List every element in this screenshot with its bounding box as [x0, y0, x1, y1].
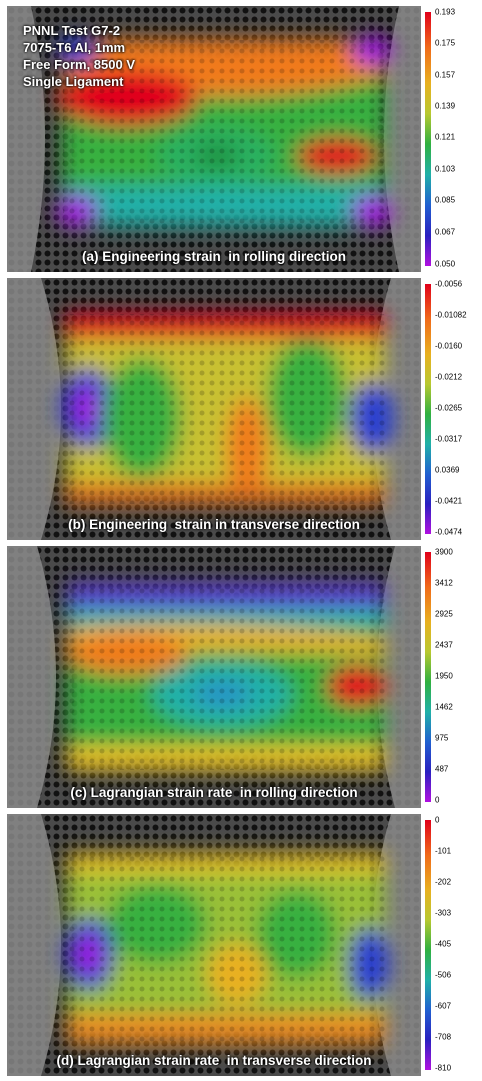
- panel-caption: (a) Engineering strain in rolling direct…: [7, 249, 421, 264]
- panel-caption: (b) Engineering strain in transverse dir…: [7, 517, 421, 532]
- tick-label: -303: [435, 909, 451, 918]
- tick-label: -810: [435, 1064, 451, 1073]
- tick-label: 1950: [435, 672, 453, 681]
- tick-label: -506: [435, 971, 451, 980]
- tick-label: 0.139: [435, 102, 455, 111]
- tick-label: -0.0474: [435, 528, 462, 537]
- tick-label: -0.0317: [435, 435, 462, 444]
- panel-transverse-strain-rate: (d) Lagrangian strain rate in transverse…: [7, 814, 475, 1076]
- strain-map-image: (b) Engineering strain in transverse dir…: [7, 278, 421, 540]
- colorbar: [425, 12, 431, 266]
- tick-label: 3900: [435, 548, 453, 557]
- tick-label: -405: [435, 940, 451, 949]
- colorbar: [425, 552, 431, 802]
- tick-label: -607: [435, 1002, 451, 1011]
- tick-label: -101: [435, 847, 451, 856]
- test-info-label: PNNL Test G7-2 7075-T6 Al, 1mm Free Form…: [23, 22, 135, 90]
- tick-label: 487: [435, 765, 448, 774]
- tick-label: 0.050: [435, 260, 455, 269]
- colorbar-ticks: 0.193 0.175 0.157 0.139 0.121 0.103 0.08…: [435, 6, 477, 272]
- strain-map-image: (d) Lagrangian strain rate in transverse…: [7, 814, 421, 1076]
- tick-label: 0: [435, 816, 439, 825]
- tick-label: 0.067: [435, 228, 455, 237]
- tick-label: 0: [435, 796, 439, 805]
- tick-label: -708: [435, 1033, 451, 1042]
- tick-label: 0.085: [435, 196, 455, 205]
- tick-label: 2925: [435, 610, 453, 619]
- tick-label: 0.193: [435, 8, 455, 17]
- tick-label: -0.0212: [435, 373, 462, 382]
- panel-rolling-strain-rate: (c) Lagrangian strain rate in rolling di…: [7, 546, 475, 808]
- tick-label: 1462: [435, 703, 453, 712]
- tick-label: -0.0421: [435, 497, 462, 506]
- tick-label: 0.175: [435, 39, 455, 48]
- test-id-text: PNNL Test G7-2: [23, 22, 135, 39]
- panel-caption: (d) Lagrangian strain rate in transverse…: [7, 1053, 421, 1068]
- colorbar-ticks: 3900 3412 2925 2437 1950 1462 975 487 0: [435, 546, 477, 808]
- tick-label: -0.0265: [435, 404, 462, 413]
- tick-label: -0.0160: [435, 342, 462, 351]
- colorbar-ticks: -0.0056 -0.01082 -0.0160 -0.0212 -0.0265…: [435, 278, 477, 540]
- tick-label: 3412: [435, 579, 453, 588]
- tick-label: 0.103: [435, 165, 455, 174]
- tick-label: 0.0369: [435, 466, 459, 475]
- panel-caption: (c) Lagrangian strain rate in rolling di…: [7, 785, 421, 800]
- tick-label: -0.01082: [435, 311, 467, 320]
- forming-text: Free Form, 8500 V: [23, 56, 135, 73]
- colorbar: [425, 820, 431, 1070]
- colorbar-ticks: 0 -101 -202 -303 -405 -506 -607 -708 -81…: [435, 814, 477, 1076]
- strain-map-image: (c) Lagrangian strain rate in rolling di…: [7, 546, 421, 808]
- tick-label: 0.121: [435, 133, 455, 142]
- ligament-text: Single Ligament: [23, 73, 135, 90]
- tick-label: 0.157: [435, 71, 455, 80]
- tick-label: 975: [435, 734, 448, 743]
- panel-transverse-strain: (b) Engineering strain in transverse dir…: [7, 278, 475, 540]
- panel-rolling-strain: (a) Engineering strain in rolling direct…: [7, 6, 475, 272]
- colorbar: [425, 284, 431, 534]
- material-text: 7075-T6 Al, 1mm: [23, 39, 135, 56]
- tick-label: -202: [435, 878, 451, 887]
- tick-label: -0.0056: [435, 280, 462, 289]
- tick-label: 2437: [435, 641, 453, 650]
